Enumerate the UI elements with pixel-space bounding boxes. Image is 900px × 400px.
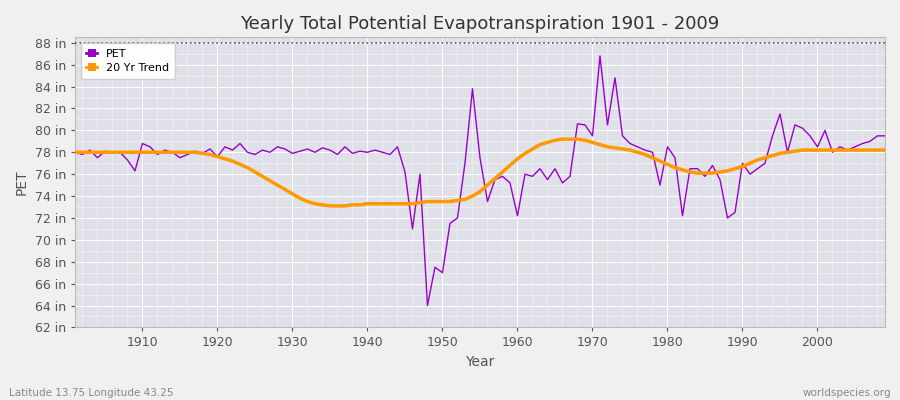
Title: Yearly Total Potential Evapotranspiration 1901 - 2009: Yearly Total Potential Evapotranspiratio… <box>240 15 720 33</box>
X-axis label: Year: Year <box>465 355 495 369</box>
Y-axis label: PET: PET <box>15 170 29 195</box>
Text: Latitude 13.75 Longitude 43.25: Latitude 13.75 Longitude 43.25 <box>9 388 174 398</box>
Text: worldspecies.org: worldspecies.org <box>803 388 891 398</box>
Legend: PET, 20 Yr Trend: PET, 20 Yr Trend <box>80 43 175 79</box>
